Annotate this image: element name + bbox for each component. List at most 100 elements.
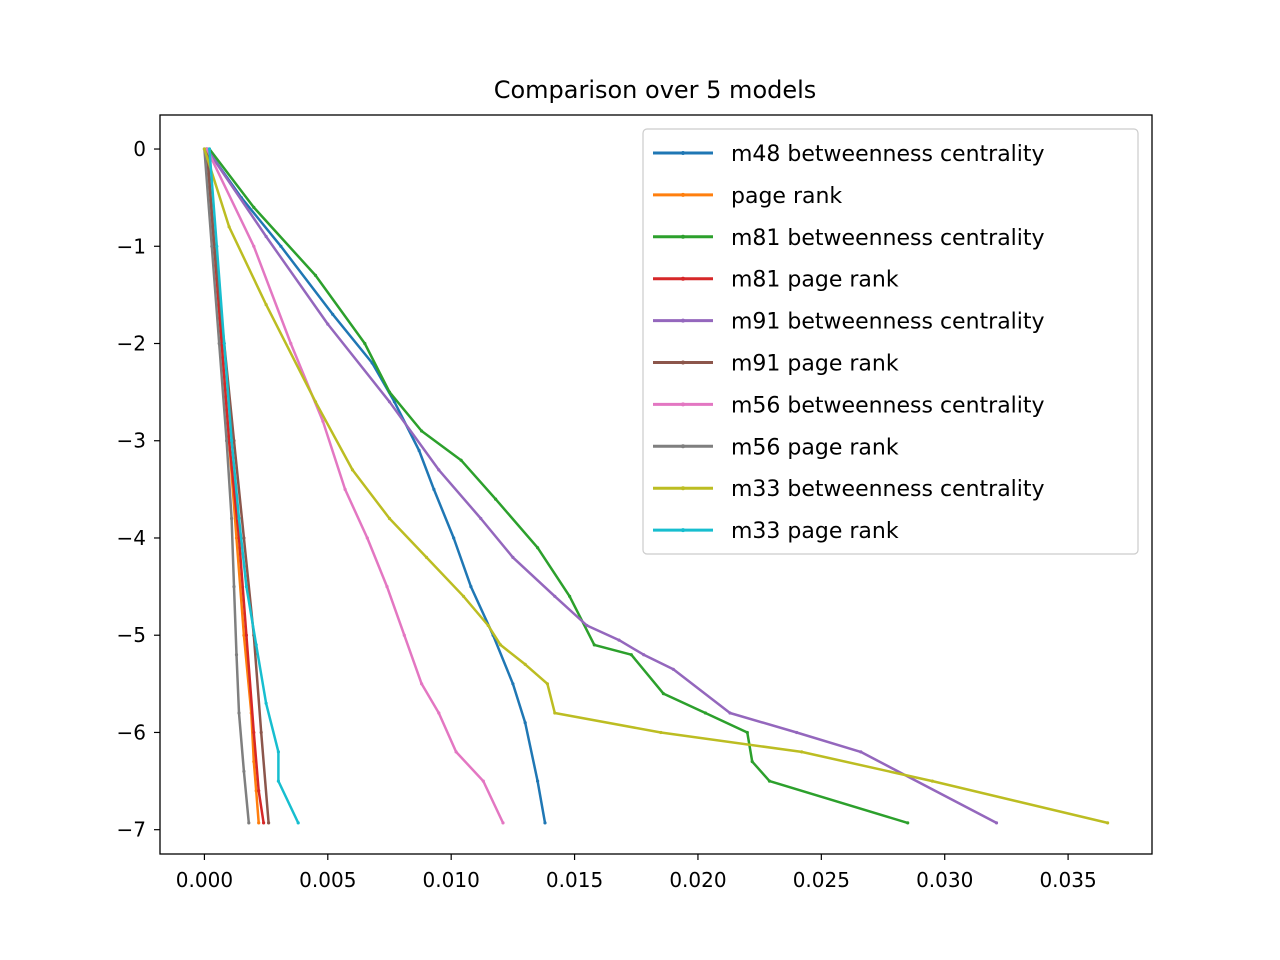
legend-label: m91 page rank [731, 352, 899, 377]
legend-box [642, 128, 1139, 555]
data-point [432, 487, 436, 491]
legend-marker [681, 444, 685, 449]
series-7 [202, 147, 251, 825]
data-point [234, 653, 239, 657]
data-point [459, 458, 463, 462]
legend-item: m81 betweenness centrality [653, 226, 1045, 251]
data-point [254, 789, 258, 793]
data-point [481, 779, 485, 783]
data-point [276, 750, 280, 754]
legend-marker [681, 528, 685, 533]
data-point [417, 448, 421, 453]
data-point [568, 594, 572, 598]
data-point [365, 536, 369, 540]
data-point [486, 623, 490, 628]
data-point [289, 341, 293, 346]
legend-marker [681, 486, 685, 491]
data-point [215, 244, 219, 248]
legend-marker [681, 192, 685, 197]
data-point [217, 341, 221, 346]
data-point [511, 555, 515, 560]
data-point [494, 497, 498, 501]
x-axis: 0.000 0.005 0.010 0.015 0.020 0.025 0.030 0.035 [176, 854, 1097, 892]
legend-marker [681, 151, 685, 155]
data-point [230, 516, 234, 521]
data-point [262, 821, 266, 825]
data-point [252, 205, 256, 209]
data-point [242, 633, 246, 637]
data-point [703, 711, 708, 715]
legend-label: m56 betweenness centrality [731, 393, 1045, 418]
data-point [420, 429, 424, 433]
data-point [629, 653, 633, 657]
data-point [392, 400, 396, 404]
legend-item: m91 betweenness centrality [653, 310, 1045, 335]
data-point [385, 585, 389, 589]
legend-item: m81 page rank [653, 268, 899, 293]
data-point [930, 779, 935, 783]
data-point [259, 730, 263, 735]
data-point [234, 536, 239, 540]
data-point [795, 730, 799, 735]
data-point [745, 730, 749, 735]
y-tick-label: −7 [117, 818, 146, 842]
data-point [279, 244, 283, 248]
data-point [501, 821, 505, 825]
data-point [254, 643, 258, 647]
chart-title: Comparison over 5 models [494, 76, 817, 104]
y-tick-label: −6 [117, 720, 146, 744]
data-point [452, 536, 456, 540]
data-point [257, 821, 261, 825]
data-point [387, 516, 392, 521]
data-point [220, 341, 224, 346]
series-9 [207, 147, 300, 825]
data-point [523, 721, 527, 725]
x-tick-label: 0.020 [669, 868, 726, 892]
data-point [207, 147, 211, 151]
data-point [237, 516, 241, 521]
data-point [264, 303, 268, 307]
legend-label: m56 page rank [731, 435, 899, 460]
y-tick-label: −2 [117, 332, 146, 356]
data-point [363, 341, 367, 346]
data-point [343, 487, 347, 491]
data-point [536, 779, 540, 783]
data-point [800, 750, 804, 754]
series-8 [202, 147, 1110, 825]
data-point [479, 516, 483, 521]
legend-item: m91 page rank [653, 352, 899, 377]
legend-marker [681, 318, 685, 323]
series-2 [207, 147, 910, 825]
data-point [313, 273, 318, 277]
data-point [661, 692, 666, 696]
data-point [232, 439, 236, 443]
legend-label: page rank [731, 184, 842, 209]
data-point [212, 244, 216, 248]
data-point [750, 760, 754, 764]
series-line [205, 148, 270, 824]
data-point [402, 633, 406, 637]
data-point [592, 643, 596, 647]
series-layer [202, 147, 1110, 825]
data-point [252, 760, 256, 764]
data-point [767, 779, 772, 783]
data-point [227, 439, 231, 443]
data-point [202, 147, 206, 151]
data-point [553, 711, 557, 715]
data-point [252, 730, 256, 735]
data-point [424, 555, 429, 560]
legend-item: m33 page rank [653, 519, 899, 544]
data-point [387, 400, 392, 404]
data-point [454, 750, 458, 754]
data-point [642, 653, 646, 657]
data-point [420, 682, 424, 686]
data-point [469, 585, 473, 589]
data-point [671, 667, 675, 671]
y-axis: 0 −1 −2 −3 −4 −5 −6 −7 [117, 137, 160, 842]
legend-item: m56 betweenness centrality [653, 393, 1045, 418]
data-point [906, 821, 910, 825]
data-point [205, 147, 209, 151]
y-tick-label: −5 [117, 623, 146, 647]
legend: m48 betweenness centrality page rank m81 b… [642, 128, 1139, 555]
